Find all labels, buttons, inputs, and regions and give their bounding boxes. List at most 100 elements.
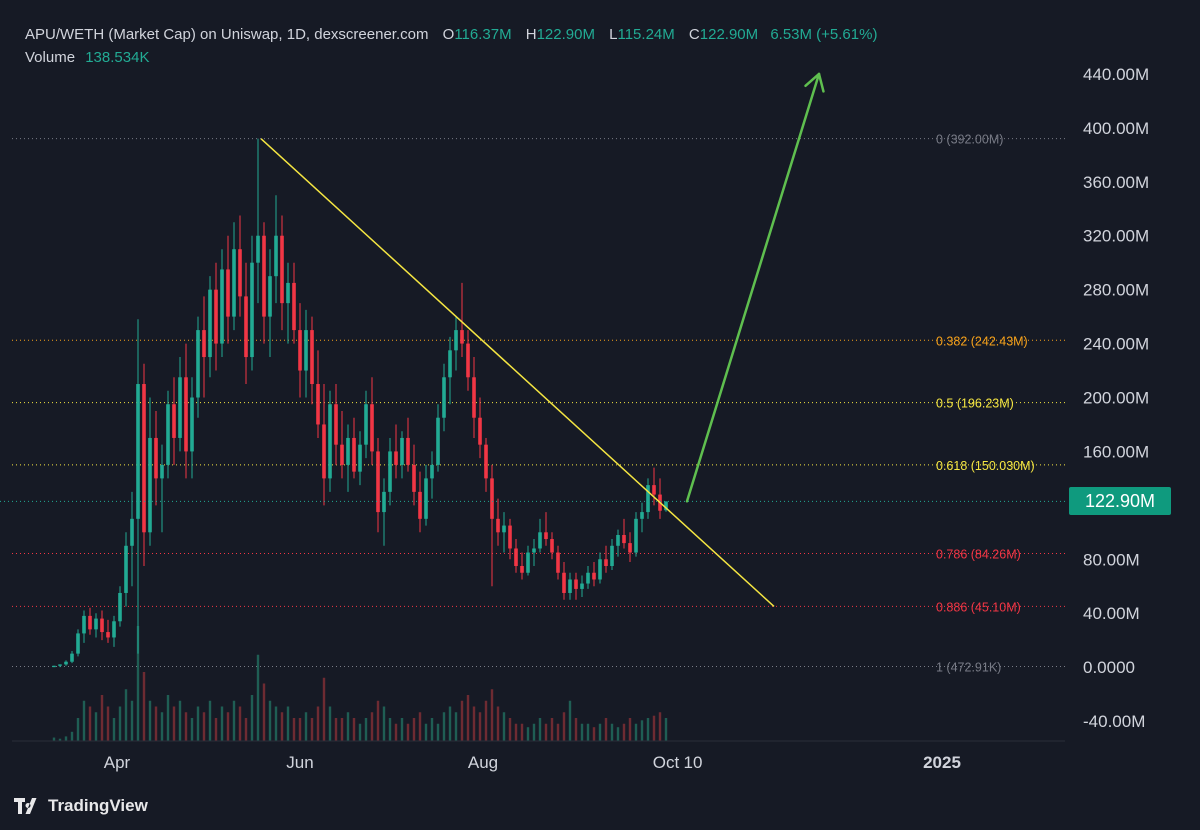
candle-body [190,397,194,452]
volume-bar [334,718,338,741]
candle-body [244,296,248,358]
y-tick-label: 160.00M [1083,442,1149,461]
candle-body [574,579,578,589]
volume-bar [76,718,80,741]
symbol-title[interactable]: APU/WETH (Market Cap) on Uniswap, 1D, de… [25,26,429,43]
candle-body [604,559,608,567]
candle-body [538,532,542,549]
volume-bar [550,718,554,741]
low-label: L [609,26,618,43]
candle-body [628,543,632,553]
open-value: 116.37M [454,26,512,43]
candle-body [136,384,140,519]
current-price-tag: 122.90M [1069,487,1171,516]
candle-body [568,579,572,593]
candle-body [328,404,332,479]
volume-bar [346,712,350,741]
candle-body [292,282,296,331]
volume-bar [406,723,410,741]
volume-bar [226,712,230,741]
volume-bar [136,626,140,741]
volume-bar [58,738,62,741]
candle-body [550,539,554,553]
volume-bar [142,672,146,741]
candle-body [454,330,458,351]
candle-body [622,535,626,544]
x-tick-label: Oct [653,753,680,772]
volume-bar [310,718,314,741]
volume-bar [490,689,494,741]
candle-body [652,485,656,495]
candle-body [484,444,488,479]
candle-body [496,518,500,533]
y-tick-label: 40.00M [1083,604,1140,623]
trendline-group [260,138,775,608]
x-axis[interactable]: Apr Jun Aug Oct 10 2025 [104,753,961,772]
candle-body [94,618,98,630]
volume-bar [436,723,440,741]
candle-body [472,377,476,418]
candle-body [544,532,548,540]
low-value: 115.24M [617,26,675,43]
volume-bar [592,727,596,741]
volume-bar [382,706,386,741]
volume-bar [454,712,458,741]
candle-body [634,518,638,553]
candle-body [124,545,128,593]
candle-body [616,535,620,546]
candle-body [364,404,368,445]
legend-line: APU/WETH (Market Cap) on Uniswap, 1D, de… [25,26,877,43]
volume-legend: Volume 138.534K [25,49,149,66]
candle-body [118,592,122,622]
volume-bar [622,723,626,741]
candle-body [196,330,200,398]
candle-body [268,276,272,317]
volume-bar [316,706,320,741]
tradingview-logo-icon [14,798,37,814]
candle-body [526,552,530,573]
volume-bar [82,700,86,741]
volume-bar [448,706,452,741]
candle-body [64,661,68,665]
volume-bar [214,718,218,741]
volume-bar [100,695,104,741]
candle-body [664,501,668,511]
volume-bar [52,737,56,741]
candle-body [148,437,152,533]
volume-bar [148,700,152,741]
candle-body [334,404,338,445]
volume-bar [232,700,236,741]
volume-bar [178,700,182,741]
volume-bar [322,677,326,741]
volume-bar [184,712,188,741]
volume-bar [376,700,380,741]
candle-body [208,289,212,358]
volume-bar [262,683,266,741]
tradingview-logo[interactable]: TradingView [14,796,148,816]
candle-body [448,350,452,378]
volume-label: Volume [25,49,76,66]
volume-bar [616,727,620,741]
volume-bar [70,731,74,741]
y-axis[interactable]: 440.00M 400.00M 360.00M 320.00M 280.00M 240.0… [1083,65,1149,731]
brand-name: TradingView [48,796,148,815]
candle-body [406,437,410,465]
candle-body [76,633,80,654]
volume-bar [628,718,632,741]
fib-label-0: 0 (392.00M) [936,133,1003,147]
y-tick-label: 400.00M [1083,119,1149,138]
candle-body [130,518,134,546]
candle-body [238,249,242,297]
open-label: O [442,26,455,43]
volume-bar [112,718,116,741]
volume-bar [208,700,212,741]
candle-body [82,615,86,634]
candle-body [262,235,266,317]
candle-body [418,491,422,519]
candle-body [100,618,104,633]
candle-body [226,269,230,317]
candle-body [490,478,494,519]
volume-bar [286,706,290,741]
volume-bar [640,720,644,741]
